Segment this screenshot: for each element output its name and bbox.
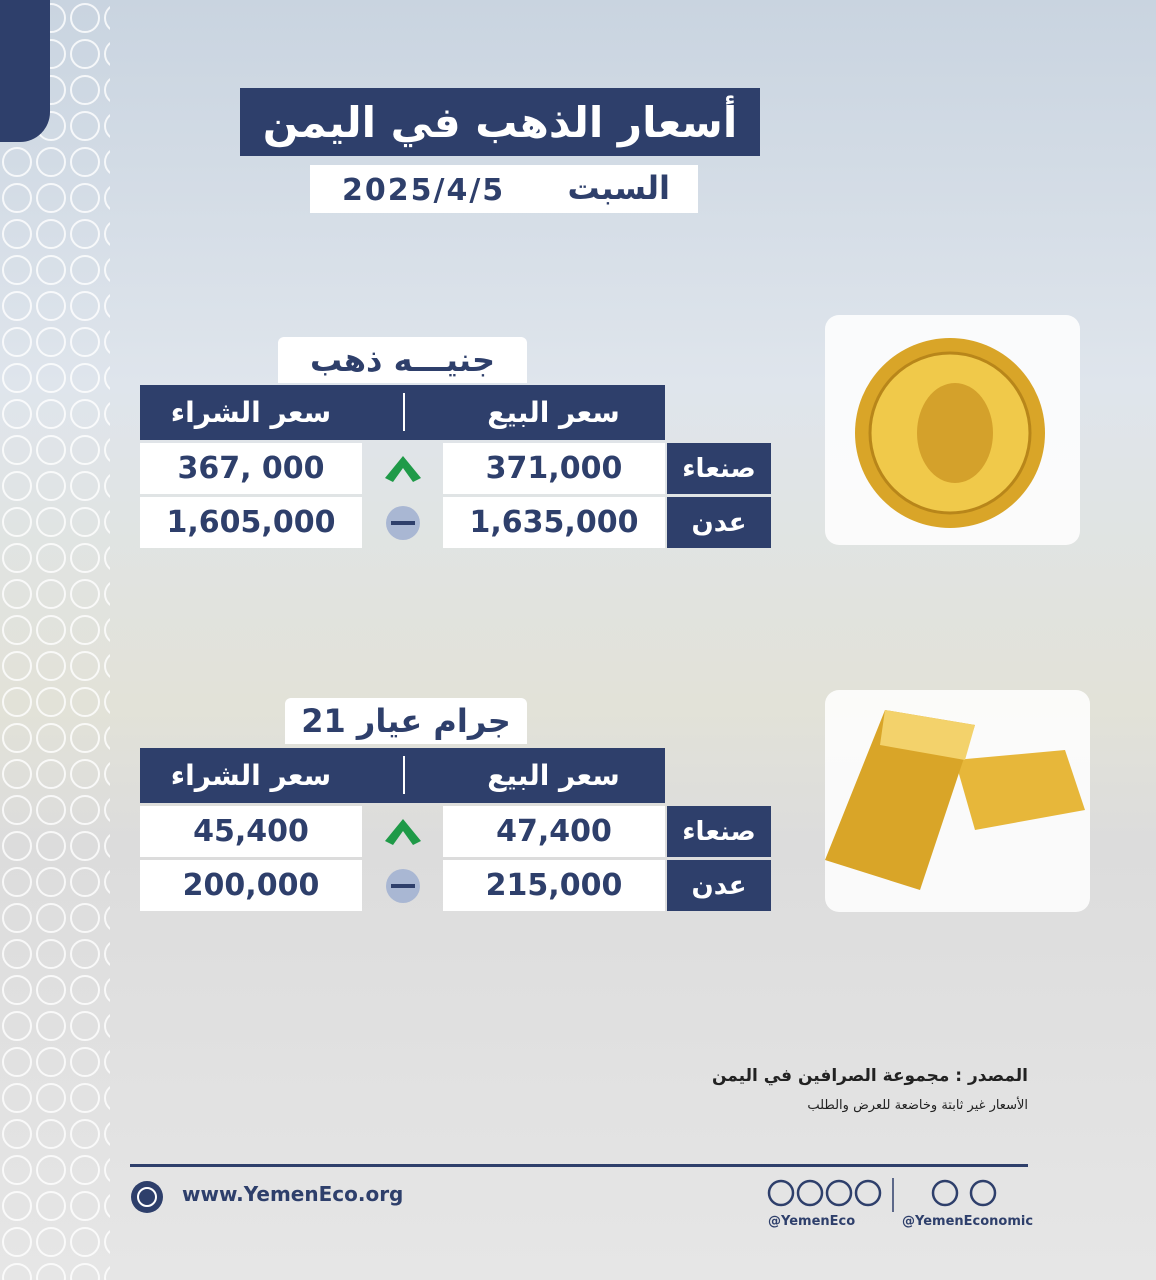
sell-price: 47,400 [443,806,665,857]
trend-icon [364,860,441,911]
divider [130,1164,1028,1167]
bars-image [825,710,1085,890]
date: 2025/4/5 [342,173,506,208]
source: المصدر : مجموعة الصرافين في اليمن [711,1066,1028,1086]
buy-price: 367, 000 [140,443,362,494]
corner-tab [0,0,50,142]
social-icons [767,1178,997,1212]
column-header: سعر الشراء [140,748,362,803]
buy-price: 1,605,000 [140,497,362,548]
title: أسعار الذهب في اليمن [240,88,760,156]
handle[interactable]: @YemenEconomic [902,1214,1034,1229]
sell-price: 371,000 [443,443,665,494]
sell-price: 1,635,000 [443,497,665,548]
column-header: سعر البيع [442,385,665,440]
buy-price: 200,000 [140,860,362,911]
trend-icon [364,806,441,857]
section-title: جنيـــه ذهب [278,337,527,383]
coin-image [855,338,1045,528]
trend-icon [364,443,441,494]
bars-card [825,690,1090,912]
website[interactable]: www.YemenEco.org [182,1182,404,1206]
date-box: السبت 2025/4/5 [310,165,698,213]
trend-icon [364,497,441,548]
circle-pattern [0,0,110,1280]
city: صنعاء [667,806,771,857]
column-header: سعر الشراء [140,385,362,440]
handle[interactable]: @YemenEco [768,1214,856,1229]
note: الأسعار غير ثابتة وخاضعة للعرض والطلب [807,1098,1028,1113]
no-change [385,505,420,540]
up-arrow [384,455,421,482]
day: السبت [567,169,670,207]
city: عدن [667,860,771,911]
city: عدن [667,497,771,548]
column-header: سعر البيع [442,748,665,803]
up-arrow [384,818,421,845]
section-title: جرام عيار 21 [285,698,527,744]
header-divider [403,393,405,431]
no-change [385,868,420,903]
coin-card [825,315,1080,545]
globe-icon [131,1181,163,1213]
header-divider [403,756,405,794]
city: صنعاء [667,443,771,494]
buy-price: 45,400 [140,806,362,857]
sell-price: 215,000 [443,860,665,911]
